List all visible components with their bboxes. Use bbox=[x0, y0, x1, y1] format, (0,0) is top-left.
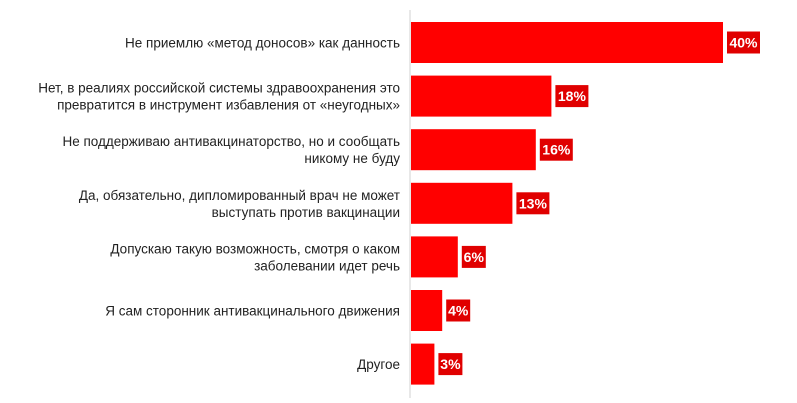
value-label-box bbox=[446, 299, 471, 322]
category-label: Не поддерживаю антивакцинаторство, но и … bbox=[62, 134, 400, 149]
category-label: Нет, в реалиях российской системы здраво… bbox=[38, 81, 400, 96]
bar bbox=[411, 22, 723, 63]
bar bbox=[411, 290, 443, 331]
bar bbox=[411, 343, 435, 385]
category-label: превратится в инструмент избавления от «… bbox=[57, 98, 400, 113]
category-label: Не приемлю «метод доносов» как данность bbox=[125, 36, 400, 51]
bar bbox=[411, 182, 513, 224]
category-label: никому не буду bbox=[304, 151, 400, 166]
bar bbox=[411, 236, 458, 278]
category-label: Другое bbox=[357, 357, 400, 372]
value-label: 3% bbox=[440, 356, 461, 372]
value-label-box bbox=[727, 31, 760, 54]
value-label-box bbox=[555, 85, 589, 108]
bar bbox=[411, 129, 536, 171]
value-label: 18% bbox=[558, 88, 587, 104]
value-label-box bbox=[539, 138, 573, 161]
value-label: 16% bbox=[542, 142, 571, 158]
value-label: 4% bbox=[448, 303, 469, 319]
category-label: выступать против вакцинации bbox=[212, 205, 400, 220]
value-label-box bbox=[516, 192, 550, 215]
value-label-box bbox=[438, 353, 463, 376]
value-label: 40% bbox=[729, 35, 758, 51]
category-label: Я сам сторонник антивакцинального движен… bbox=[105, 304, 400, 319]
category-label: заболевании идет речь bbox=[254, 258, 400, 273]
value-label: 13% bbox=[519, 195, 548, 211]
bars-group: Не приемлю «метод доносов» как данность 4… bbox=[38, 22, 760, 385]
category-label: Допускаю такую возможность, смотря о как… bbox=[110, 241, 400, 256]
category-label: Да, обязательно, дипломированный врач не… bbox=[79, 188, 400, 203]
value-label: 6% bbox=[464, 249, 485, 265]
value-label-box bbox=[461, 245, 486, 268]
bar bbox=[411, 75, 552, 117]
